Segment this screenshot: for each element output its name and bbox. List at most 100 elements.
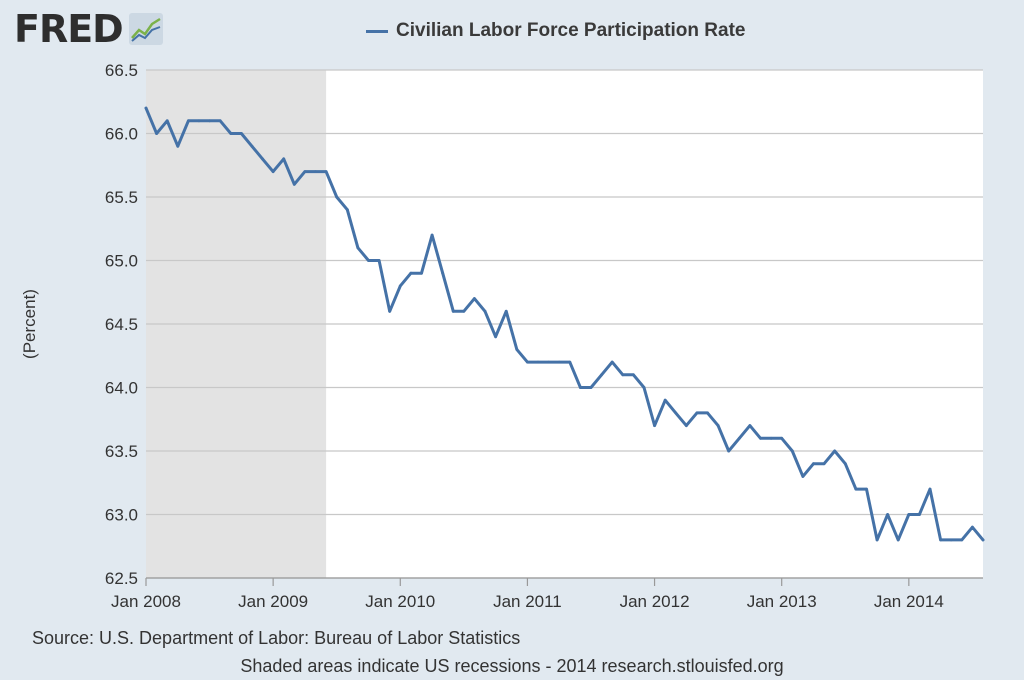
data-point — [176, 144, 180, 148]
data-point — [483, 309, 487, 313]
data-point — [398, 284, 402, 288]
data-point — [250, 144, 254, 148]
data-point — [886, 513, 890, 516]
data-point — [737, 436, 741, 440]
x-tick-label: Jan 2011 — [493, 592, 562, 611]
data-point — [663, 398, 667, 402]
data-point — [706, 411, 709, 415]
data-point — [345, 208, 349, 212]
y-tick-label: 63.0 — [105, 506, 138, 525]
data-point — [271, 170, 275, 174]
data-point — [578, 386, 582, 389]
data-point — [801, 475, 805, 478]
data-point — [515, 348, 519, 351]
data-point — [536, 360, 540, 364]
data-point — [981, 538, 985, 542]
data-point — [822, 462, 826, 466]
legend-label: Civilian Labor Force Participation Rate — [396, 20, 746, 41]
line-chart: 62.5 63.0 63.5 64.0 64.5 65.0 65.5 66.0 66.5 Jan … — [105, 61, 985, 611]
data-point — [526, 360, 529, 364]
y-tick-label: 64.5 — [105, 315, 138, 334]
data-point — [218, 119, 222, 123]
data-point — [494, 335, 498, 339]
y-tick-label: 63.5 — [105, 442, 138, 461]
data-point — [282, 157, 286, 161]
data-point — [600, 373, 603, 377]
data-point — [621, 373, 625, 377]
data-point — [451, 309, 455, 313]
x-tick-label: Jan 2013 — [747, 592, 817, 611]
data-point — [377, 259, 381, 262]
data-point — [642, 386, 646, 389]
data-point — [229, 132, 233, 135]
x-tick-label: Jan 2014 — [874, 592, 944, 611]
data-point — [780, 436, 784, 440]
y-tick-label: 65.0 — [105, 252, 138, 271]
data-point — [547, 360, 551, 364]
y-tick-label: 62.5 — [105, 569, 138, 588]
x-tick-label: Jan 2008 — [111, 592, 181, 611]
data-point — [684, 424, 688, 427]
data-point — [261, 157, 264, 161]
data-point — [335, 195, 339, 199]
x-tick-label: Jan 2010 — [365, 592, 435, 611]
data-point — [504, 309, 508, 313]
data-point — [388, 309, 392, 313]
logo-text: FRED — [14, 7, 124, 51]
chart-logo-icon — [128, 13, 163, 45]
data-point — [759, 436, 762, 440]
data-point — [356, 246, 360, 250]
data-point — [833, 449, 837, 453]
data-point — [865, 487, 868, 491]
data-point — [748, 424, 752, 427]
data-point — [420, 271, 423, 275]
data-point — [918, 513, 921, 516]
data-point — [589, 386, 593, 389]
data-point — [949, 538, 953, 542]
data-point — [939, 538, 943, 542]
data-point — [971, 525, 974, 529]
data-point — [843, 462, 847, 466]
data-point — [568, 360, 572, 364]
data-point — [812, 462, 815, 466]
data-point — [557, 360, 561, 364]
y-tick-label: 66.0 — [105, 125, 138, 144]
y-tick-label: 65.5 — [105, 188, 138, 207]
y-tick-label: 66.5 — [105, 61, 138, 80]
recession-note: Shaded areas indicate US recessions - 20… — [240, 656, 784, 676]
data-point — [324, 170, 328, 174]
data-point — [769, 436, 773, 440]
data-point — [716, 424, 720, 427]
data-point — [155, 132, 158, 135]
data-point — [165, 119, 169, 123]
data-point — [896, 538, 900, 542]
data-point — [144, 106, 148, 110]
chart-legend: Civilian Labor Force Participation Rate — [366, 20, 745, 42]
data-point — [907, 513, 911, 516]
x-tick-label: Jan 2012 — [620, 592, 690, 611]
y-tick-label: 64.0 — [105, 379, 138, 398]
data-point — [409, 271, 413, 275]
series-line — [144, 106, 985, 542]
data-point — [239, 132, 243, 135]
data-point — [441, 271, 445, 275]
data-point — [960, 538, 964, 542]
data-point — [208, 119, 211, 123]
data-point — [610, 360, 614, 364]
data-point — [430, 233, 434, 237]
x-tick-label: Jan 2009 — [238, 592, 308, 611]
fred-logo: FRED — [14, 10, 163, 48]
data-point — [292, 182, 296, 186]
data-point — [303, 170, 307, 174]
data-point — [473, 297, 476, 300]
data-point — [727, 449, 731, 453]
data-point — [653, 424, 656, 427]
data-point — [674, 411, 678, 415]
data-point — [314, 170, 317, 174]
source-text: Source: U.S. Department of Labor: Bureau… — [32, 628, 521, 648]
legend-swatch — [366, 29, 388, 33]
data-point — [790, 449, 794, 453]
data-point — [875, 538, 879, 542]
data-point — [928, 487, 932, 491]
data-point — [186, 119, 190, 123]
